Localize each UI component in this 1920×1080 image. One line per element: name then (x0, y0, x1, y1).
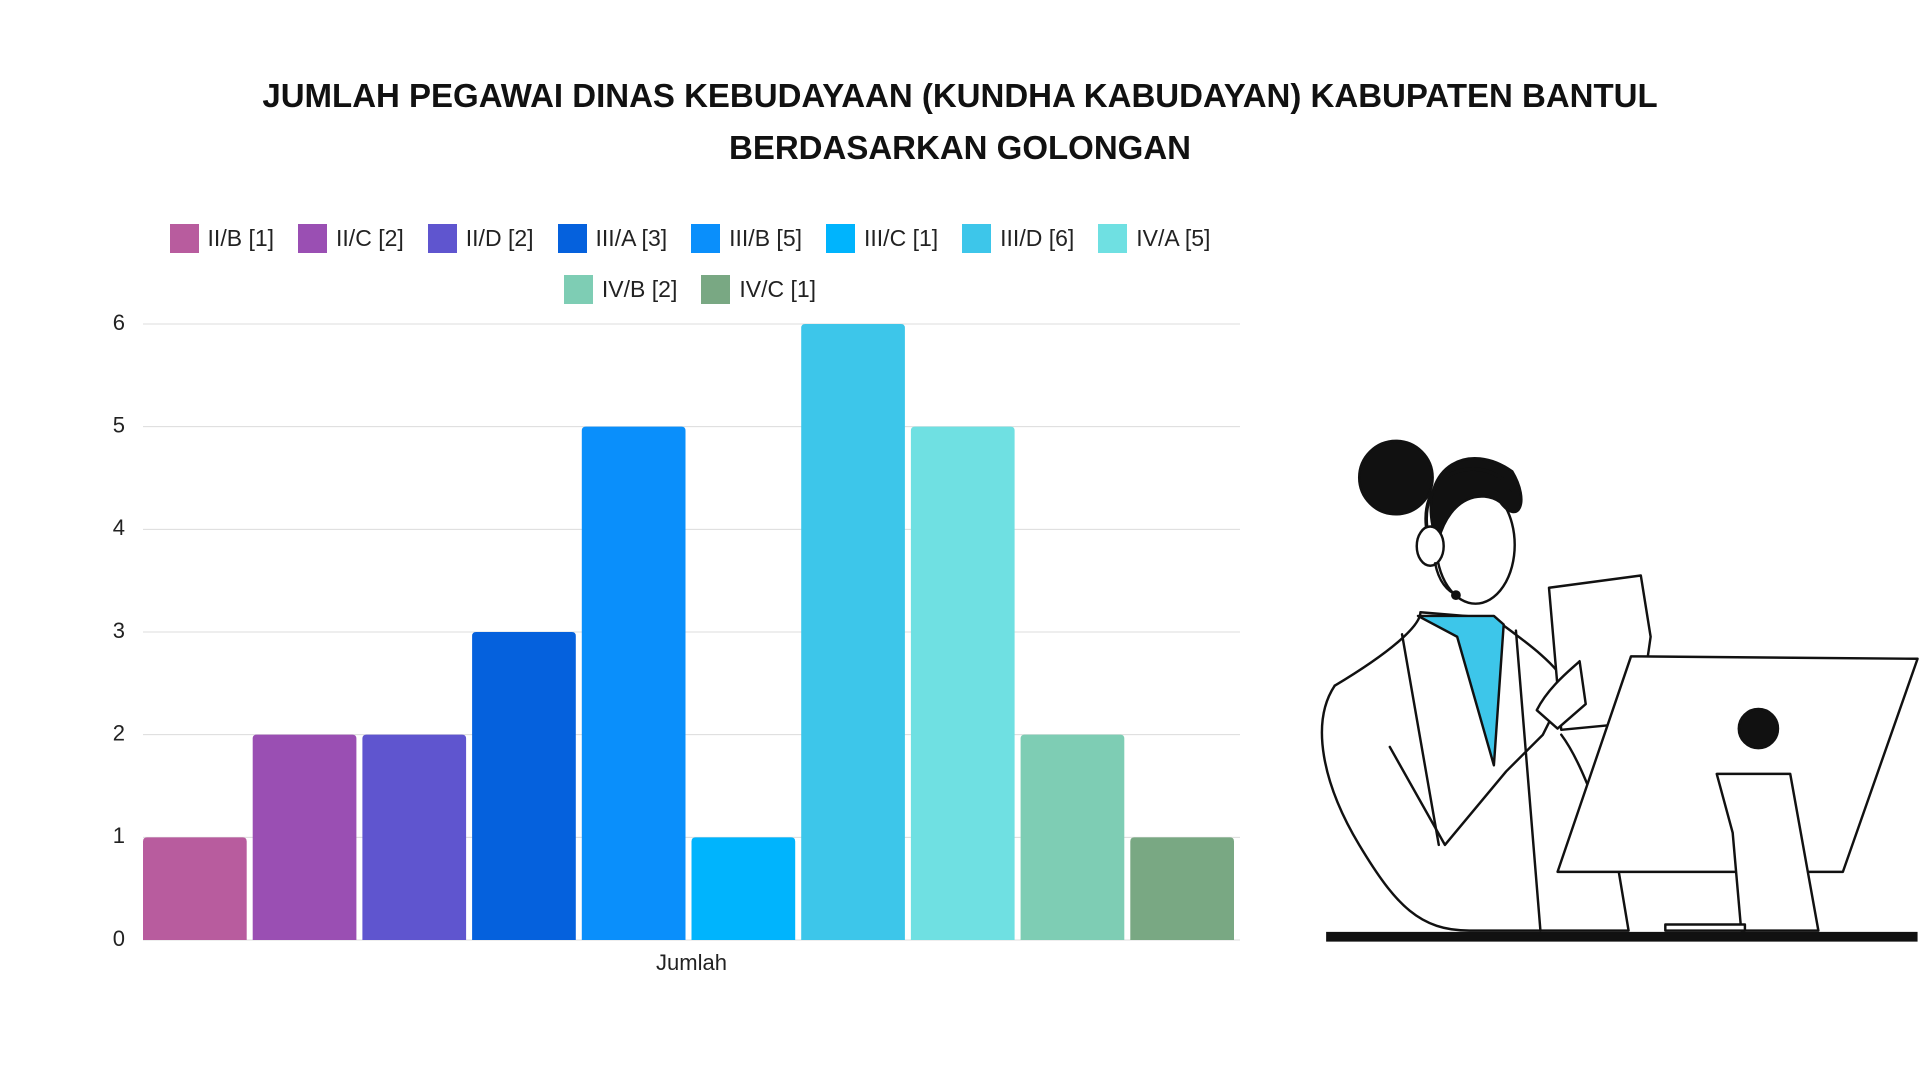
legend-label: IV/B [2] (601, 276, 678, 302)
x-tick-label: Jumlah (656, 950, 727, 975)
legend-swatch (427, 224, 457, 253)
legend-swatch (826, 224, 856, 253)
chart-title: JUMLAH PEGAWAI DINAS KEBUDAYAAN (KUNDHA … (262, 77, 1658, 166)
legend-swatch (557, 224, 587, 253)
legend-swatch (563, 275, 593, 304)
bar (1020, 734, 1125, 940)
y-tick-label: 1 (113, 823, 125, 848)
legend: II/B [1] II/C [2] II/D [2] III/A [3] III/B [… (120, 224, 1260, 304)
legend-item: II/C [2] (298, 224, 404, 253)
legend-swatch (962, 224, 992, 253)
legend-label: IV/C [1] (739, 276, 817, 302)
legend-swatch (1098, 224, 1128, 253)
legend-item: IV/B [2] (563, 275, 678, 304)
legend-swatch (691, 224, 721, 253)
legend-label: II/D [2] (465, 225, 534, 251)
bar (362, 734, 467, 940)
legend-label: IV/A [5] (1136, 225, 1211, 251)
legend-item: II/D [2] (427, 224, 534, 253)
legend-label: II/C [2] (336, 225, 404, 251)
legend-label: III/A [3] (595, 225, 668, 251)
legend-label: III/C [1] (864, 225, 939, 251)
legend-label: III/D [6] (1000, 225, 1075, 251)
y-tick-label: 2 (113, 720, 125, 745)
legend-item: III/C [1] (826, 224, 938, 253)
legend-swatch (169, 224, 199, 253)
legend-item: IV/C [1] (701, 275, 816, 304)
bar (252, 734, 357, 940)
bar (801, 324, 905, 940)
y-tick-label: 5 (113, 412, 125, 437)
y-tick-label: 4 (113, 515, 125, 540)
y-tick-label: 6 (113, 310, 125, 335)
legend-swatch (298, 224, 328, 253)
legend-item: II/B [1] (169, 224, 275, 253)
bar (581, 426, 686, 941)
legend-item: IV/A [5] (1098, 224, 1210, 253)
bar (910, 426, 1015, 941)
legend-item: III/B [5] (691, 224, 802, 253)
legend-item: III/A [3] (557, 224, 668, 253)
bar (143, 837, 247, 940)
illustration (1320, 439, 1919, 942)
bar (472, 632, 576, 940)
legend-label: III/B [5] (729, 225, 803, 251)
legend-swatch (701, 275, 731, 304)
y-tick-label: 3 (113, 618, 125, 643)
bar (691, 837, 796, 940)
legend-label: II/B [1] (207, 225, 275, 251)
y-tick-label: 0 (113, 926, 125, 951)
bar (1130, 837, 1234, 940)
legend-item: III/D [6] (962, 224, 1074, 253)
